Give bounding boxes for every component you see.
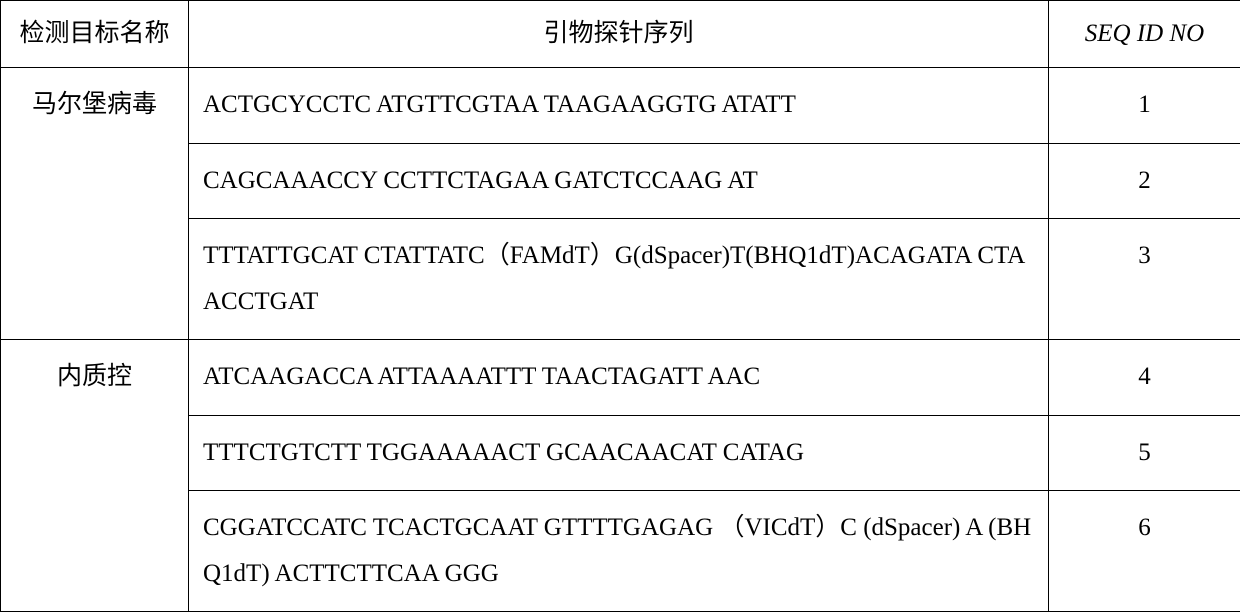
primer-probe-table: 检测目标名称 引物探针序列 SEQ ID NO 马尔堡病毒 ACTGCYCCTC… <box>0 0 1240 612</box>
seq-id-cell: 3 <box>1049 218 1240 340</box>
seq-id-cell: 1 <box>1049 68 1240 143</box>
target-name-cell: 马尔堡病毒 <box>1 68 189 340</box>
sequence-cell: CAGCAAACCY CCTTCTAGAA GATCTCCAAG AT <box>189 143 1049 218</box>
seq-id-cell: 6 <box>1049 490 1240 612</box>
header-sequence: 引物探针序列 <box>189 1 1049 68</box>
table-row: 马尔堡病毒 ACTGCYCCTC ATGTTCGTAA TAAGAAGGTG A… <box>1 68 1240 143</box>
sequence-cell: ACTGCYCCTC ATGTTCGTAA TAAGAAGGTG ATATT <box>189 68 1049 143</box>
target-name-cell: 内质控 <box>1 340 189 612</box>
header-target: 检测目标名称 <box>1 1 189 68</box>
header-seq-id: SEQ ID NO <box>1049 1 1240 68</box>
sequence-cell: ATCAAGACCA ATTAAAATTT TAACTAGATT AAC <box>189 340 1049 415</box>
sequence-cell: TTTCTGTCTT TGGAAAAACT GCAACAACAT CATAG <box>189 415 1049 490</box>
seq-id-cell: 5 <box>1049 415 1240 490</box>
seq-id-cell: 4 <box>1049 340 1240 415</box>
table-header-row: 检测目标名称 引物探针序列 SEQ ID NO <box>1 1 1240 68</box>
sequence-cell: CGGATCCATC TCACTGCAAT GTTTTGAGAG （VICdT）… <box>189 490 1049 612</box>
table-row: 内质控 ATCAAGACCA ATTAAAATTT TAACTAGATT AAC… <box>1 340 1240 415</box>
seq-id-cell: 2 <box>1049 143 1240 218</box>
sequence-cell: TTTATTGCAT CTATTATC（FAMdT）G(dSpacer)T(BH… <box>189 218 1049 340</box>
